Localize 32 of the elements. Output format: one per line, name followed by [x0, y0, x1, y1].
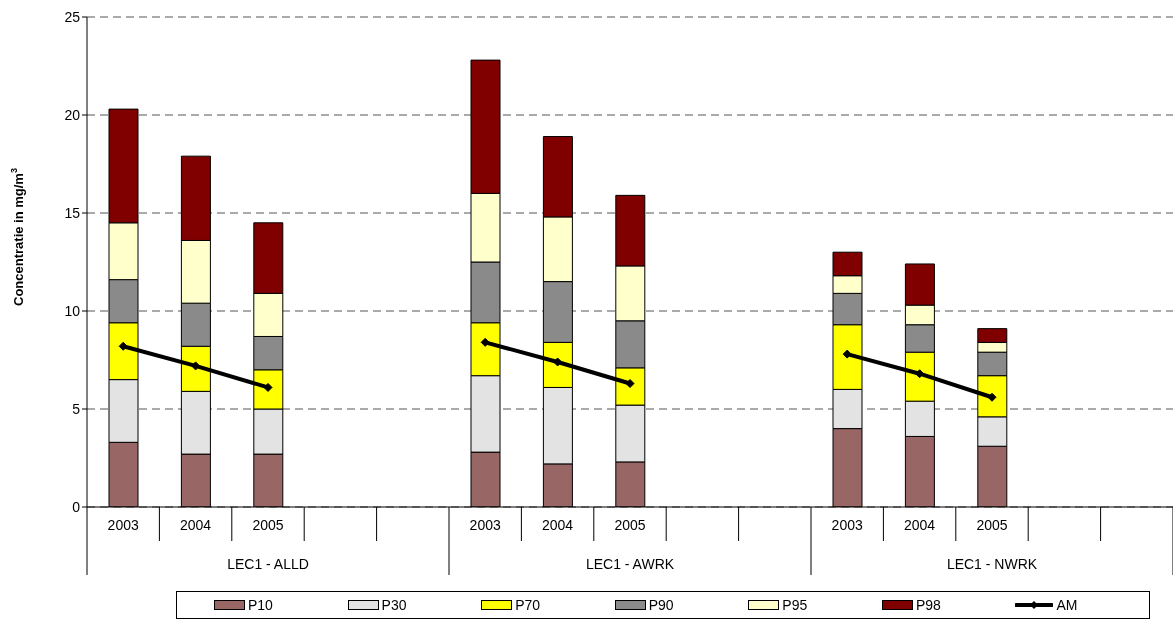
point: [553, 357, 563, 367]
point: [842, 349, 852, 359]
point: [191, 361, 201, 371]
legend-label: P90: [648, 597, 674, 613]
legend-label: AM: [1056, 597, 1078, 613]
point: [263, 382, 273, 392]
legend-label: P95: [782, 597, 808, 613]
y-tick-label: 5: [72, 400, 81, 417]
x-tick-label: 2004: [904, 517, 936, 533]
x-tick-label: 2004: [542, 517, 574, 533]
y-tick-label: 20: [64, 106, 81, 123]
legend-label: P30: [381, 597, 407, 613]
text: LEC1 - AWRK: [585, 556, 675, 572]
text: LEC1 - NWRK: [946, 556, 1038, 572]
legend-label: P98: [915, 597, 941, 613]
point: [987, 392, 997, 402]
x-tick-label: 2003: [831, 517, 863, 533]
y-tick-label: 10: [64, 302, 81, 319]
legend-label: P10: [248, 597, 273, 613]
x-tick-label: 2003: [469, 517, 501, 533]
point: [480, 337, 490, 347]
text: LEC1 - ALLD: [227, 556, 309, 572]
x-tick-label: 2005: [252, 517, 284, 533]
y-tick-label: 0: [72, 498, 81, 515]
x-tick-label: 2005: [976, 517, 1008, 533]
x-tick-label: 2003: [107, 517, 139, 533]
y-tick-label: 25: [64, 8, 81, 25]
legend-label: P70: [515, 597, 541, 613]
y-tick-label: 15: [64, 204, 81, 221]
x-tick-label: 2005: [614, 517, 646, 533]
x-tick-label: 2004: [180, 517, 212, 533]
point: [118, 341, 128, 351]
